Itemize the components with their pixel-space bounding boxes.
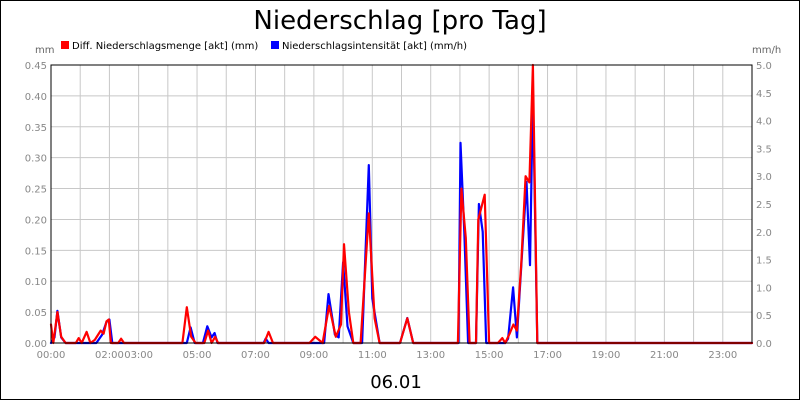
chart-title: Niederschlag [pro Tag] <box>253 6 546 36</box>
y-left-ticks: 0.00 0.05 0.10 0.15 0.20 0.25 0.30 0.35 0.40 0.45 <box>25 61 47 350</box>
x-tick-label: 05:00 <box>183 350 212 361</box>
y-left-tick-label: 0.45 <box>25 61 47 72</box>
x-tick-label: 19:00 <box>592 350 621 361</box>
x-tick-label: 11:00 <box>358 350 387 361</box>
x-tick-label: 03:00 <box>124 350 153 361</box>
legend-swatch-red <box>61 41 69 49</box>
legend-label-intensity: Niederschlagsintensität [akt] (mm/h) <box>282 41 467 52</box>
y-right-tick-label: 3.0 <box>756 172 772 183</box>
y-right-tick-label: 0.0 <box>756 339 772 350</box>
y-left-tick-label: 0.05 <box>25 308 47 319</box>
y-left-tick-label: 0.40 <box>25 92 47 103</box>
y-right-tick-label: 4.0 <box>756 117 772 128</box>
y-left-tick-label: 0.00 <box>25 339 47 350</box>
x-tick-label: 13:00 <box>416 350 445 361</box>
y-right-tick-label: 0.5 <box>756 311 772 322</box>
legend-label-amount: Diff. Niederschlagsmenge [akt] (mm) <box>72 41 258 52</box>
y-right-tick-label: 2.5 <box>756 200 772 211</box>
x-axis-label: 06.01 <box>370 372 422 393</box>
plot-border <box>50 64 753 344</box>
x-tick-label: 17:00 <box>533 350 562 361</box>
y-left-tick-label: 0.15 <box>25 246 47 257</box>
legend-swatch-blue <box>271 41 279 49</box>
x-tick-label: 02:00 <box>95 350 124 361</box>
y-right-unit: mm/h <box>752 45 781 56</box>
x-tick-label: 21:00 <box>650 350 679 361</box>
y-left-tick-label: 0.35 <box>25 123 47 134</box>
x-tick-label: 23:00 <box>708 350 737 361</box>
grid <box>51 64 752 343</box>
y-left-tick-label: 0.30 <box>25 154 47 165</box>
x-tick-label: 09:00 <box>299 350 328 361</box>
y-left-tick-label: 0.20 <box>25 215 47 226</box>
x-ticks: 00:00 02:00 03:00 05:00 07:00 09:00 11:00 13:00… <box>37 350 738 361</box>
x-tick-label: 07:00 <box>241 350 270 361</box>
y-left-tick-label: 0.10 <box>25 277 47 288</box>
y-right-tick-label: 5.0 <box>756 61 772 72</box>
y-right-ticks: 0.0 0.5 1.0 1.5 2.0 2.5 3.0 3.5 4.0 4.5 5.0 <box>756 61 772 350</box>
y-right-tick-label: 1.0 <box>756 283 772 294</box>
y-right-tick-label: 3.5 <box>756 144 772 155</box>
y-left-unit: mm <box>35 45 54 56</box>
legend: Diff. Niederschlagsmenge [akt] (mm) Nied… <box>61 41 467 52</box>
y-right-tick-label: 4.5 <box>756 89 772 100</box>
x-tick-label: 00:00 <box>37 350 66 361</box>
y-left-tick-label: 0.25 <box>25 185 47 196</box>
y-right-tick-label: 2.0 <box>756 228 772 239</box>
y-right-tick-label: 1.5 <box>756 256 772 267</box>
x-tick-label: 15:00 <box>475 350 504 361</box>
